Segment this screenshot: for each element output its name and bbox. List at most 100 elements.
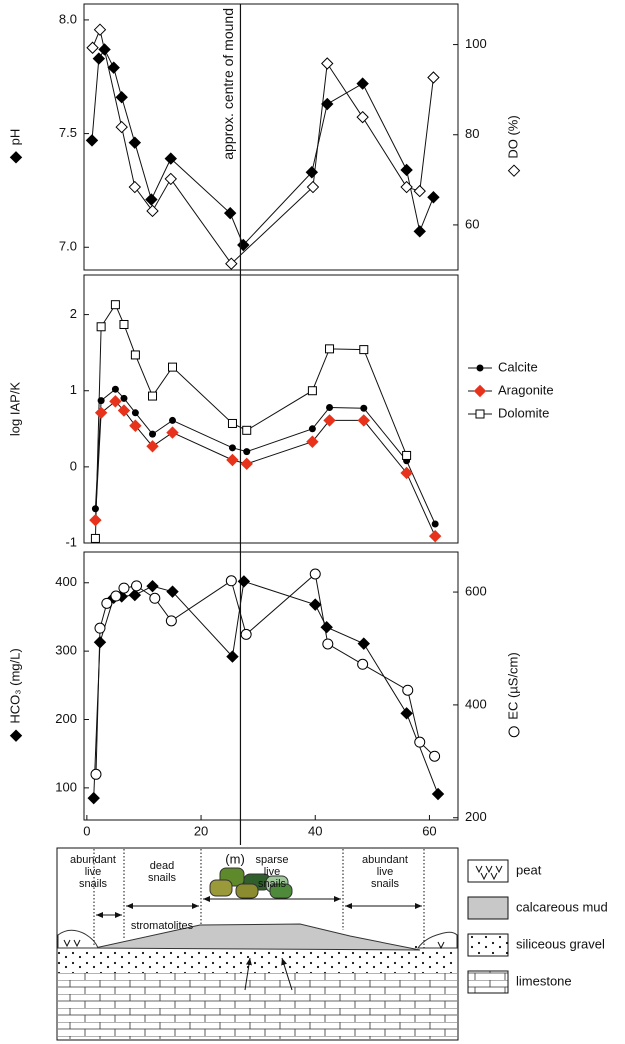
legend-marker xyxy=(476,364,484,372)
y-tick-label: 7.0 xyxy=(59,239,77,254)
marker xyxy=(428,529,442,543)
marker xyxy=(356,110,369,124)
marker xyxy=(101,597,113,609)
marker xyxy=(429,750,441,762)
series-line xyxy=(92,28,434,265)
y2-tick-label: 400 xyxy=(465,696,487,711)
diagram-legend-swatches xyxy=(467,859,509,994)
marker xyxy=(323,414,336,427)
legend-label: Aragonite xyxy=(498,382,554,397)
plot-frame xyxy=(83,3,459,271)
marker xyxy=(308,425,316,433)
y2-tick-label: 60 xyxy=(465,216,479,231)
marker xyxy=(93,636,107,649)
marker xyxy=(146,440,159,453)
axis-title: pH xyxy=(7,129,22,146)
y2-tick-label: 80 xyxy=(465,126,479,141)
legend-label: Calcite xyxy=(498,359,538,374)
legend-label: Dolomite xyxy=(498,405,549,420)
annotation: approx. centre of mound xyxy=(220,8,236,160)
marker xyxy=(431,787,445,801)
marker xyxy=(427,191,440,204)
marker xyxy=(356,77,369,90)
y-tick-label: 7.5 xyxy=(59,125,77,140)
marker xyxy=(242,425,252,435)
flow-arrow xyxy=(244,957,252,991)
marker xyxy=(166,585,179,598)
stromatolite-bushes xyxy=(209,867,293,899)
zone-label: abundant xyxy=(70,854,116,866)
zone-label: live xyxy=(264,866,281,878)
marker xyxy=(119,319,129,329)
marker xyxy=(164,172,177,186)
marker xyxy=(168,362,178,372)
zone-label: abundant xyxy=(362,854,408,866)
zone-label: snails xyxy=(258,878,287,890)
marker xyxy=(223,206,237,220)
y2-tick-label: 100 xyxy=(465,36,487,51)
marker xyxy=(228,444,236,452)
axis-title: DO (%) xyxy=(505,115,520,158)
marker xyxy=(85,134,99,147)
y-tick-label: 2 xyxy=(70,306,77,321)
marker xyxy=(359,345,369,355)
y-tick-label: 8.0 xyxy=(59,11,77,26)
marker xyxy=(169,416,177,424)
legend-marker xyxy=(473,384,487,398)
marker xyxy=(118,582,130,594)
marker xyxy=(97,397,105,405)
peat-right xyxy=(417,931,458,949)
marker xyxy=(306,180,320,194)
marker xyxy=(145,193,158,206)
marker xyxy=(164,152,177,165)
marker xyxy=(129,419,142,432)
zone-dividers xyxy=(93,849,425,950)
marker xyxy=(117,404,131,417)
zone-label: sparse xyxy=(255,854,288,866)
axis-title-marker xyxy=(508,726,520,738)
series-line xyxy=(94,400,436,537)
marker xyxy=(309,568,321,580)
x-tick-label: 40 xyxy=(308,823,322,838)
marker xyxy=(165,615,177,627)
y-axis-title: pH xyxy=(7,129,22,164)
y-axis-title: HCO₃ (mg/L) xyxy=(7,648,23,742)
zone-label: snails xyxy=(148,872,177,884)
marker xyxy=(414,736,426,748)
x-axis-label: (m) xyxy=(225,851,245,866)
limestone-layer xyxy=(58,973,457,1039)
legend-label: limestone xyxy=(516,973,572,988)
marker xyxy=(166,426,179,439)
series-line xyxy=(91,48,434,246)
marker xyxy=(240,457,253,471)
gravel-layer xyxy=(58,946,457,973)
y-tick-label: 1 xyxy=(70,382,77,397)
peat-symbols xyxy=(63,939,445,950)
x-tick-label: 20 xyxy=(194,823,208,838)
legend-label: peat xyxy=(516,862,542,877)
y-tick-label: 400 xyxy=(55,574,77,589)
marker xyxy=(413,225,426,238)
marker xyxy=(110,300,120,310)
marker xyxy=(131,580,143,592)
axis-title-marker xyxy=(9,729,23,742)
marker xyxy=(227,418,237,428)
marker xyxy=(86,41,99,54)
marker xyxy=(400,707,413,720)
marker xyxy=(357,658,369,670)
x-tick-label: 60 xyxy=(422,823,436,838)
marker xyxy=(90,768,102,780)
series-line xyxy=(94,388,436,525)
zone-label: live xyxy=(85,866,102,878)
marker xyxy=(148,391,158,401)
y-tick-label: 300 xyxy=(55,643,77,658)
marker xyxy=(226,453,239,467)
marker xyxy=(360,404,368,412)
flow-arrow xyxy=(281,957,293,991)
zone-label: snails xyxy=(371,878,400,890)
marker xyxy=(90,533,100,543)
marker xyxy=(306,435,319,448)
zone-label: live xyxy=(377,866,394,878)
